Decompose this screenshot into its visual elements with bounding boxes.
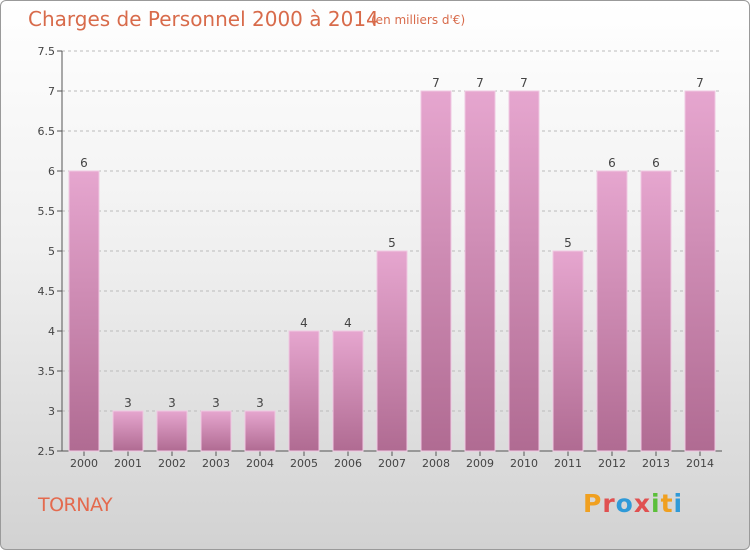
chart-subtitle: (en milliers d'€) xyxy=(371,13,466,27)
bar-value-label: 7 xyxy=(696,76,704,90)
bar-2008 xyxy=(420,90,452,452)
bar-value-label: 6 xyxy=(80,156,88,170)
bar-2011 xyxy=(552,250,584,452)
logo-letter: o xyxy=(615,489,634,518)
x-tick-label: 2001 xyxy=(114,457,142,470)
bar-value-label: 7 xyxy=(520,76,528,90)
bar-2005 xyxy=(288,330,320,452)
bar-value-label: 3 xyxy=(256,396,264,410)
bar-value-label: 6 xyxy=(608,156,616,170)
y-tick-label: 7.5 xyxy=(38,45,56,58)
commune-name: TORNAY xyxy=(38,494,113,516)
bar-2004 xyxy=(244,410,276,452)
bars xyxy=(68,90,716,452)
bar-2003 xyxy=(200,410,232,452)
y-tick-label: 3 xyxy=(48,405,55,418)
x-tick-label: 2010 xyxy=(510,457,538,470)
x-tick-label: 2012 xyxy=(598,457,626,470)
bar-2012 xyxy=(596,170,628,452)
logo-letter: P xyxy=(583,489,603,518)
bar-value-label: 3 xyxy=(124,396,132,410)
bar-2009 xyxy=(464,90,496,452)
x-tick-label: 2003 xyxy=(202,457,230,470)
logo-letter: x xyxy=(633,489,651,518)
bar-value-label: 6 xyxy=(652,156,660,170)
x-tick-label: 2004 xyxy=(246,457,274,470)
bar-2000 xyxy=(68,170,100,452)
x-tick-label: 2008 xyxy=(422,457,450,470)
x-tick-label: 2002 xyxy=(158,457,186,470)
bar-value-label: 7 xyxy=(476,76,484,90)
bar-2010 xyxy=(508,90,540,452)
value-labels: 6 3 3 3 3 4 4 5 7 7 7 5 6 6 7 xyxy=(80,76,704,410)
y-tick-label: 4.5 xyxy=(38,285,56,298)
bar-2002 xyxy=(156,410,188,452)
x-tick-label: 2006 xyxy=(334,457,362,470)
bar-value-label: 5 xyxy=(388,236,396,250)
logo-letter: r xyxy=(602,489,616,518)
y-tick-label: 7 xyxy=(48,85,55,98)
bar-value-label: 7 xyxy=(432,76,440,90)
bar-2013 xyxy=(640,170,672,452)
bar-2014 xyxy=(684,90,716,452)
y-tick-label: 6.5 xyxy=(38,125,56,138)
y-tick-label: 6 xyxy=(48,165,55,178)
x-tick-label: 2014 xyxy=(686,457,714,470)
bar-value-label: 3 xyxy=(168,396,176,410)
x-tick-label: 2013 xyxy=(642,457,670,470)
bar-value-label: 3 xyxy=(212,396,220,410)
x-tick-label: 2009 xyxy=(466,457,494,470)
chart-title: Charges de Personnel 2000 à 2014 xyxy=(28,7,379,31)
bar-2001 xyxy=(112,410,144,452)
bar-value-label: 5 xyxy=(564,236,572,250)
y-tick-label: 2.5 xyxy=(38,445,56,458)
bar-value-label: 4 xyxy=(344,316,352,330)
logo-letter: i xyxy=(673,489,684,518)
axes: 2.5 3 3.5 4 4.5 5 5.5 6 6.5 7 7.5 2000 2001 2002 2003 2… xyxy=(38,45,722,470)
y-tick-label: 5.5 xyxy=(38,205,56,218)
x-tick-label: 2005 xyxy=(290,457,318,470)
y-tick-label: 4 xyxy=(48,325,55,338)
x-tick-label: 2011 xyxy=(554,457,582,470)
y-tick-label: 3.5 xyxy=(38,365,56,378)
logo-letter: i xyxy=(651,489,661,518)
bar-2007 xyxy=(376,250,408,452)
bar-value-label: 4 xyxy=(300,316,308,330)
bar-2006 xyxy=(332,330,364,452)
proxiti-logo[interactable]: Proxiti xyxy=(583,489,683,518)
x-tick-label: 2007 xyxy=(378,457,406,470)
y-tick-label: 5 xyxy=(48,245,55,258)
logo-letter: t xyxy=(660,489,674,518)
x-tick-label: 2000 xyxy=(70,457,98,470)
